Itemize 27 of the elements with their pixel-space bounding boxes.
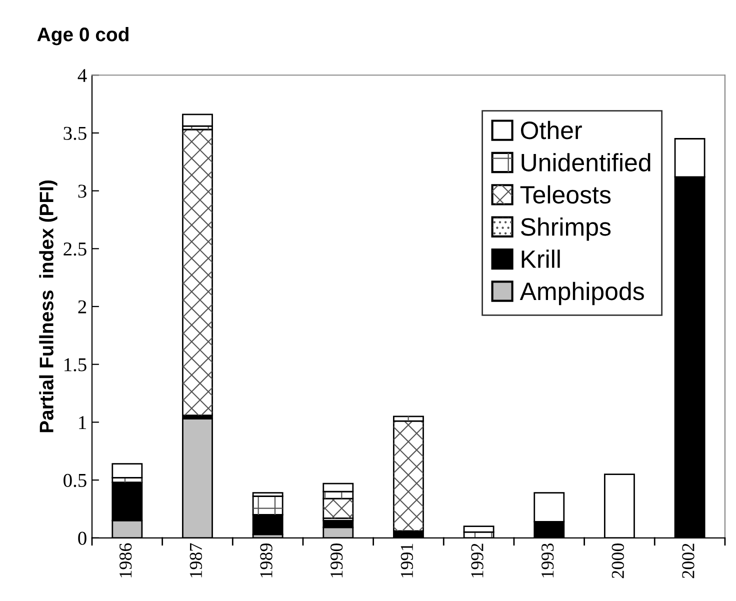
y-tick-label: 2 [78, 300, 86, 314]
chart-title: Age 0 cod [37, 27, 128, 46]
bar [182, 114, 213, 127]
y-axis-title: Partial Fullness index (PFI) [39, 180, 58, 432]
y-tick-label: 4 [78, 69, 87, 82]
x-tick-label: 1989 [260, 543, 272, 578]
y-tick-label: 0.5 [64, 474, 86, 488]
legend-label: Other [520, 120, 582, 140]
x-tick-label: 1986 [120, 543, 132, 578]
y-tick-label: 1.5 [64, 358, 86, 372]
y-tick-label: 1 [79, 416, 86, 429]
legend-label: Amphipods [520, 282, 644, 306]
legend-label: Shrimps [520, 217, 611, 241]
x-tick-label: 1987 [190, 543, 202, 578]
legend-label: Teleosts [520, 185, 611, 204]
y-tick-label: 0 [78, 532, 86, 545]
y-tick-label: 3 [78, 184, 86, 198]
x-tick-label: 1991 [400, 544, 413, 578]
x-tick-label: 2002 [682, 544, 694, 578]
x-tick-label: 1992 [471, 544, 484, 578]
x-tick-label: 2000 [612, 543, 624, 578]
x-tick-label: 1993 [542, 543, 554, 578]
legend-label: Krill [522, 250, 560, 268]
x-tick-label: 1990 [330, 543, 343, 578]
y-tick-label: 3.5 [64, 126, 86, 140]
legend-label: Unidentified [522, 153, 650, 172]
y-tick-label: 2.5 [64, 242, 86, 256]
